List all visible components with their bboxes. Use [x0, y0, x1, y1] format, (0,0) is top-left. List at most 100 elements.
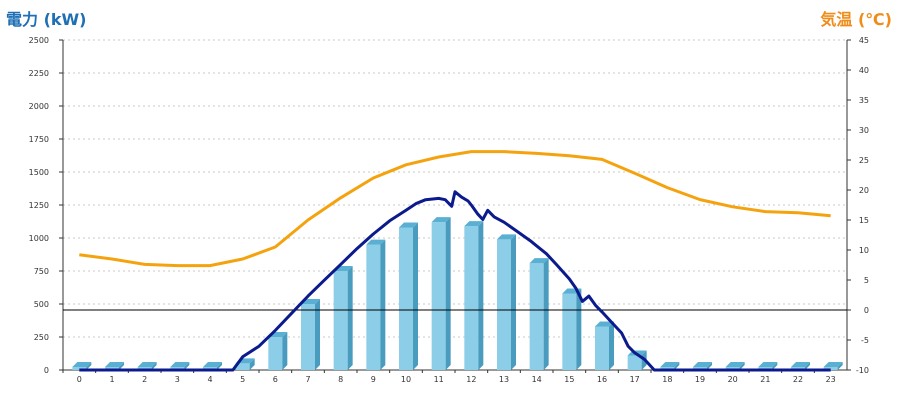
- power-line: [79, 190, 831, 372]
- x-tick-label: 23: [826, 375, 836, 384]
- bar-top: [660, 362, 680, 367]
- y-right-tick-label: 20: [859, 186, 869, 195]
- bar-side: [543, 258, 549, 370]
- bar-side: [380, 239, 386, 370]
- x-tick-label: 8: [338, 375, 343, 384]
- bar-side: [837, 362, 843, 370]
- y-left-tick-label: 1000: [29, 234, 49, 243]
- x-tick-label: 21: [760, 375, 770, 384]
- bar-side: [184, 362, 190, 370]
- bar-top: [431, 217, 451, 223]
- temperature-line: [79, 150, 831, 268]
- bar-top: [791, 362, 810, 367]
- bar-top: [72, 362, 92, 367]
- y-right-tick-label: -5: [861, 336, 869, 345]
- bar-side: [86, 362, 92, 370]
- y-right-tick-label: 30: [859, 126, 869, 135]
- bar-top: [529, 258, 549, 264]
- x-tick-label: 7: [305, 375, 310, 384]
- bar: [235, 363, 250, 370]
- x-tick-label: 10: [401, 375, 411, 384]
- x-tick-label: 3: [175, 375, 180, 384]
- y-right-tick-label: 25: [859, 156, 869, 165]
- x-tick-label: 9: [371, 375, 376, 384]
- bar-side: [805, 362, 810, 370]
- y-left-tick-label: 2500: [29, 36, 49, 45]
- bar-side: [772, 362, 778, 370]
- bar-side: [315, 299, 320, 370]
- bar: [366, 244, 381, 370]
- bar: [431, 222, 446, 370]
- x-tick-label: 0: [77, 375, 82, 384]
- bar-side: [445, 217, 451, 370]
- bar-side: [576, 288, 582, 370]
- bar-top: [693, 362, 712, 367]
- y-right-tick-label: 45: [859, 36, 869, 45]
- bar: [333, 271, 348, 370]
- bar-top: [464, 221, 484, 227]
- bar-side: [119, 362, 124, 370]
- x-tick-label: 16: [597, 375, 607, 384]
- bar-top: [137, 362, 157, 367]
- bar: [268, 337, 283, 370]
- y-right-tick-label: 10: [859, 246, 869, 255]
- bar-side: [674, 362, 680, 370]
- bar-top: [105, 362, 124, 367]
- y-left-tick-label: 500: [34, 300, 49, 309]
- bar-side: [151, 362, 157, 370]
- bar-top: [725, 362, 745, 367]
- y-left-tick-label: 1500: [29, 168, 49, 177]
- bar-top: [595, 321, 614, 327]
- y-right-tick-label: 5: [864, 276, 869, 285]
- y-right-tick-label: 0: [864, 306, 869, 315]
- x-tick-label: 13: [499, 375, 509, 384]
- bar-side: [707, 362, 712, 370]
- x-tick-label: 4: [207, 375, 212, 384]
- bar-side: [347, 266, 353, 370]
- y-left-tick-label: 750: [34, 267, 49, 276]
- bar-side: [217, 362, 222, 370]
- x-tick-label: 11: [434, 375, 444, 384]
- bar: [595, 326, 609, 370]
- y-axis-right-label: 気温 (℃): [820, 10, 892, 29]
- y-left-tick-label: 250: [34, 333, 49, 342]
- x-tick-label: 5: [240, 375, 245, 384]
- bar-side: [249, 358, 255, 370]
- x-tick-label: 17: [630, 375, 640, 384]
- y-left-tick-label: 1750: [29, 135, 49, 144]
- bar-side: [739, 362, 745, 370]
- bar: [399, 227, 413, 370]
- x-tick-label: 14: [532, 375, 542, 384]
- y-right-tick-label: 15: [859, 216, 869, 225]
- bar: [464, 226, 479, 370]
- bar-side: [282, 332, 288, 370]
- bar-top: [497, 234, 516, 240]
- y-left-tick-label: 2250: [29, 69, 49, 78]
- bar-top: [366, 239, 386, 245]
- bar-top: [823, 362, 843, 367]
- x-tick-label: 19: [695, 375, 705, 384]
- bar: [627, 355, 642, 370]
- bar: [301, 304, 315, 370]
- bar-top: [758, 362, 778, 367]
- x-tick-label: 12: [466, 375, 476, 384]
- bar-side: [413, 222, 418, 370]
- y-left-tick-label: 1250: [29, 201, 49, 210]
- bar-side: [609, 321, 614, 370]
- bar-side: [511, 234, 516, 370]
- y-right-tick-label: 35: [859, 96, 869, 105]
- x-tick-label: 20: [728, 375, 738, 384]
- bar: [497, 239, 511, 370]
- bar-top: [399, 222, 418, 228]
- x-tick-label: 2: [142, 375, 147, 384]
- x-tick-label: 1: [109, 375, 114, 384]
- y-right-tick-label: -10: [856, 366, 869, 375]
- y-left-tick-label: 0: [44, 366, 49, 375]
- y-left-tick-label: 2000: [29, 102, 49, 111]
- bar-top: [203, 362, 222, 367]
- x-tick-label: 6: [273, 375, 278, 384]
- bar-top: [170, 362, 190, 367]
- bar: [529, 263, 544, 370]
